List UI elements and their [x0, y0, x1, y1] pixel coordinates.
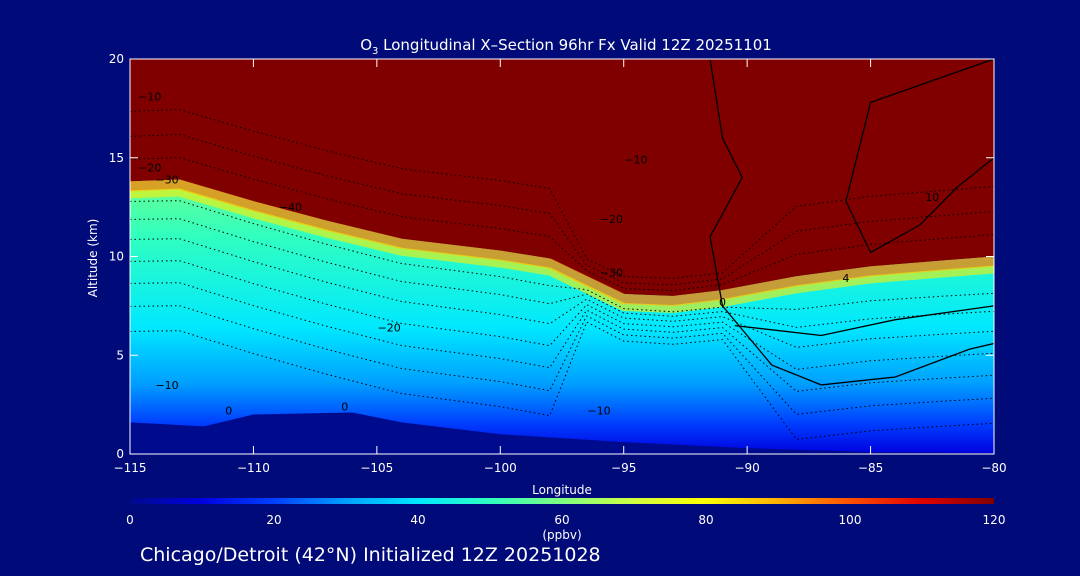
y-tick-label: 15 — [109, 151, 124, 165]
contour-solid — [845, 59, 994, 254]
contour-label: 10 — [925, 191, 939, 204]
contour-solid — [709, 59, 994, 386]
colorbar-tick-label: 80 — [698, 513, 713, 527]
contour-label: −20 — [138, 162, 161, 175]
chart-title: O3 Longitudinal X–Section 96hr Fx Valid … — [360, 36, 772, 57]
x-tick-label: −115 — [114, 461, 147, 475]
contour-solid — [734, 305, 994, 337]
x-tick-label: −90 — [734, 461, 759, 475]
contour-label: −30 — [155, 173, 178, 186]
y-tick-label: 20 — [109, 52, 124, 66]
contour-label: −30 — [600, 266, 623, 279]
y-tick-label: 5 — [116, 348, 124, 362]
colorbar-tick-label: 100 — [839, 513, 862, 527]
footer-label: Chicago/Detroit (42°N) Initialized 12Z 2… — [140, 544, 601, 566]
contour-label: 0 — [719, 296, 726, 309]
x-axis-ticks: −115 −110 −105 −100 −95 −90 −85 −80 — [114, 59, 1007, 475]
contour-label: −10 — [624, 154, 647, 167]
x-tick-label: −85 — [858, 461, 883, 475]
contour-label: 0 — [341, 401, 348, 414]
title-rest: Longitudinal X–Section 96hr Fx Valid 12Z… — [378, 36, 771, 54]
colorbar-tick-label: 120 — [983, 513, 1006, 527]
contour-label: −20 — [600, 213, 623, 226]
contour-label: −10 — [155, 379, 178, 392]
contour-label: −40 — [279, 201, 302, 214]
contour-label: −10 — [138, 90, 161, 103]
colorbar-ticks: 0 20 40 60 80 100 120 — [126, 513, 1005, 527]
stratosphere-field — [130, 59, 994, 296]
contour-dotted — [130, 305, 994, 415]
colorbar — [130, 498, 994, 504]
colorbar-tick-label: 60 — [554, 513, 569, 527]
contour-label: 4 — [842, 272, 849, 285]
title-subscript: 3 — [372, 46, 378, 57]
surface-field — [130, 412, 994, 454]
contour-lines — [130, 59, 994, 440]
colorbar-tick-label: 0 — [126, 513, 134, 527]
x-tick-label: −100 — [484, 461, 517, 475]
y-tick-label: 10 — [109, 250, 124, 264]
tropopause-transition-band — [130, 179, 994, 307]
title-species: O — [360, 36, 372, 54]
tropopause-yellow-band — [130, 188, 994, 314]
y-axis-label: Altitude (km) — [86, 219, 100, 298]
contour-dotted — [130, 133, 994, 286]
y-tick-label: 0 — [116, 447, 124, 461]
x-tick-label: −80 — [981, 461, 1006, 475]
y-axis-ticks: 0 5 10 15 20 — [109, 52, 994, 461]
contour-label: 0 — [225, 405, 232, 418]
colorbar-tick-label: 40 — [410, 513, 425, 527]
colorbar-tick-label: 20 — [266, 513, 281, 527]
contour-label: −10 — [587, 405, 610, 418]
x-tick-label: −95 — [611, 461, 636, 475]
x-tick-label: −110 — [237, 461, 270, 475]
contour-dotted — [130, 218, 994, 328]
x-axis-label: Longitude — [532, 483, 592, 497]
x-tick-label: −105 — [360, 461, 393, 475]
colorbar-units: (ppbv) — [542, 528, 581, 542]
contour-label: −20 — [378, 322, 401, 335]
